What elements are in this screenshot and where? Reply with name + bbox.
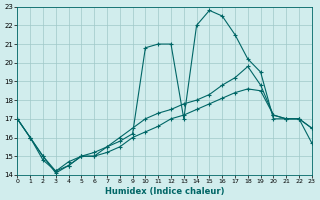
X-axis label: Humidex (Indice chaleur): Humidex (Indice chaleur): [105, 187, 224, 196]
